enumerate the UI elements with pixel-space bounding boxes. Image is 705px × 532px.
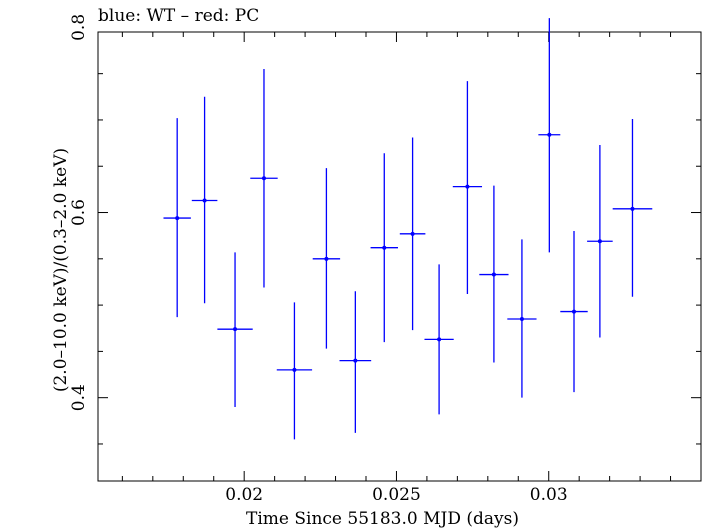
axis-ticks: 0.02 0.025 0.03 0.4 0.6 0.8 [69,14,702,505]
data-point [233,327,238,332]
data-point [597,239,602,244]
data-point [630,206,635,211]
chart-title: blue: WT – red: PC [98,6,260,26]
data-point [572,309,577,314]
data-marks [163,18,653,440]
x-tick-label: 0.03 [530,485,568,505]
data-point [519,316,524,321]
y-axis-label: (2.0–10.0 keV)/(0.3–2.0 keV) [51,147,71,393]
data-point [292,367,297,372]
data-point [491,272,496,277]
data-point [353,358,358,363]
y-tick-label: 0.6 [69,199,89,226]
plot-frame [97,31,702,482]
data-point [202,198,207,203]
data-point [410,231,415,236]
y-tick-label: 0.4 [69,384,89,411]
data-point [437,337,442,342]
y-tick-label: 0.8 [69,14,89,41]
data-point [261,176,266,181]
x-tick-label: 0.02 [225,485,263,505]
data-point [175,216,180,221]
data-point [465,184,470,189]
data-point [324,256,329,261]
data-point [382,245,387,250]
x-tick-label: 0.025 [372,485,421,505]
x-axis-label: Time Since 55183.0 MJD (days) [246,509,519,529]
data-point [547,132,552,137]
